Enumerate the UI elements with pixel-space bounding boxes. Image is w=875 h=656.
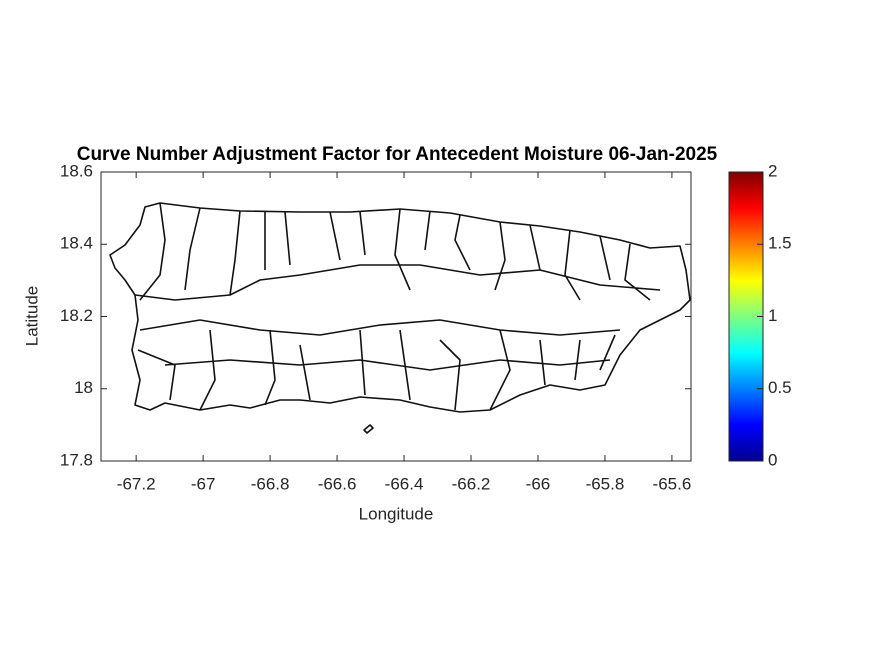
colorbar-tick-label: 1 bbox=[768, 306, 777, 325]
y-axis-label: Latitude bbox=[22, 286, 41, 347]
y-tick-label: 18.4 bbox=[60, 234, 93, 253]
colorbar-tick-label: 0.5 bbox=[768, 378, 792, 397]
x-tick-label: -67 bbox=[191, 474, 216, 493]
x-tick-label: -66 bbox=[526, 474, 551, 493]
x-tick-label: -67.2 bbox=[117, 474, 156, 493]
x-tick-label: -66.6 bbox=[318, 474, 357, 493]
municipal-boundaries bbox=[134, 202, 661, 411]
y-tick-label: 18.6 bbox=[60, 161, 93, 180]
x-tick-label: -65.8 bbox=[586, 474, 625, 493]
y-tick-label: 18 bbox=[74, 378, 93, 397]
y-tick-label: 18.2 bbox=[60, 306, 93, 325]
municipalities bbox=[109, 202, 691, 413]
x-axis-label: Longitude bbox=[359, 504, 434, 523]
colorbar-tick-label: 2 bbox=[768, 161, 777, 180]
chart-title: Curve Number Adjustment Factor for Antec… bbox=[77, 144, 718, 165]
island bbox=[109, 202, 691, 434]
colorbar-tick-label: 1.5 bbox=[768, 234, 792, 253]
x-tick-label: -65.6 bbox=[653, 474, 692, 493]
x-tick-label: -66.4 bbox=[385, 474, 424, 493]
y-tick-label: 17.8 bbox=[60, 450, 93, 469]
colorbar-tick-label: 0 bbox=[768, 450, 777, 469]
axes-box bbox=[100, 171, 692, 462]
x-tick-label: -66.2 bbox=[452, 474, 491, 493]
islet bbox=[363, 424, 374, 434]
x-tick-label: -66.8 bbox=[251, 474, 290, 493]
